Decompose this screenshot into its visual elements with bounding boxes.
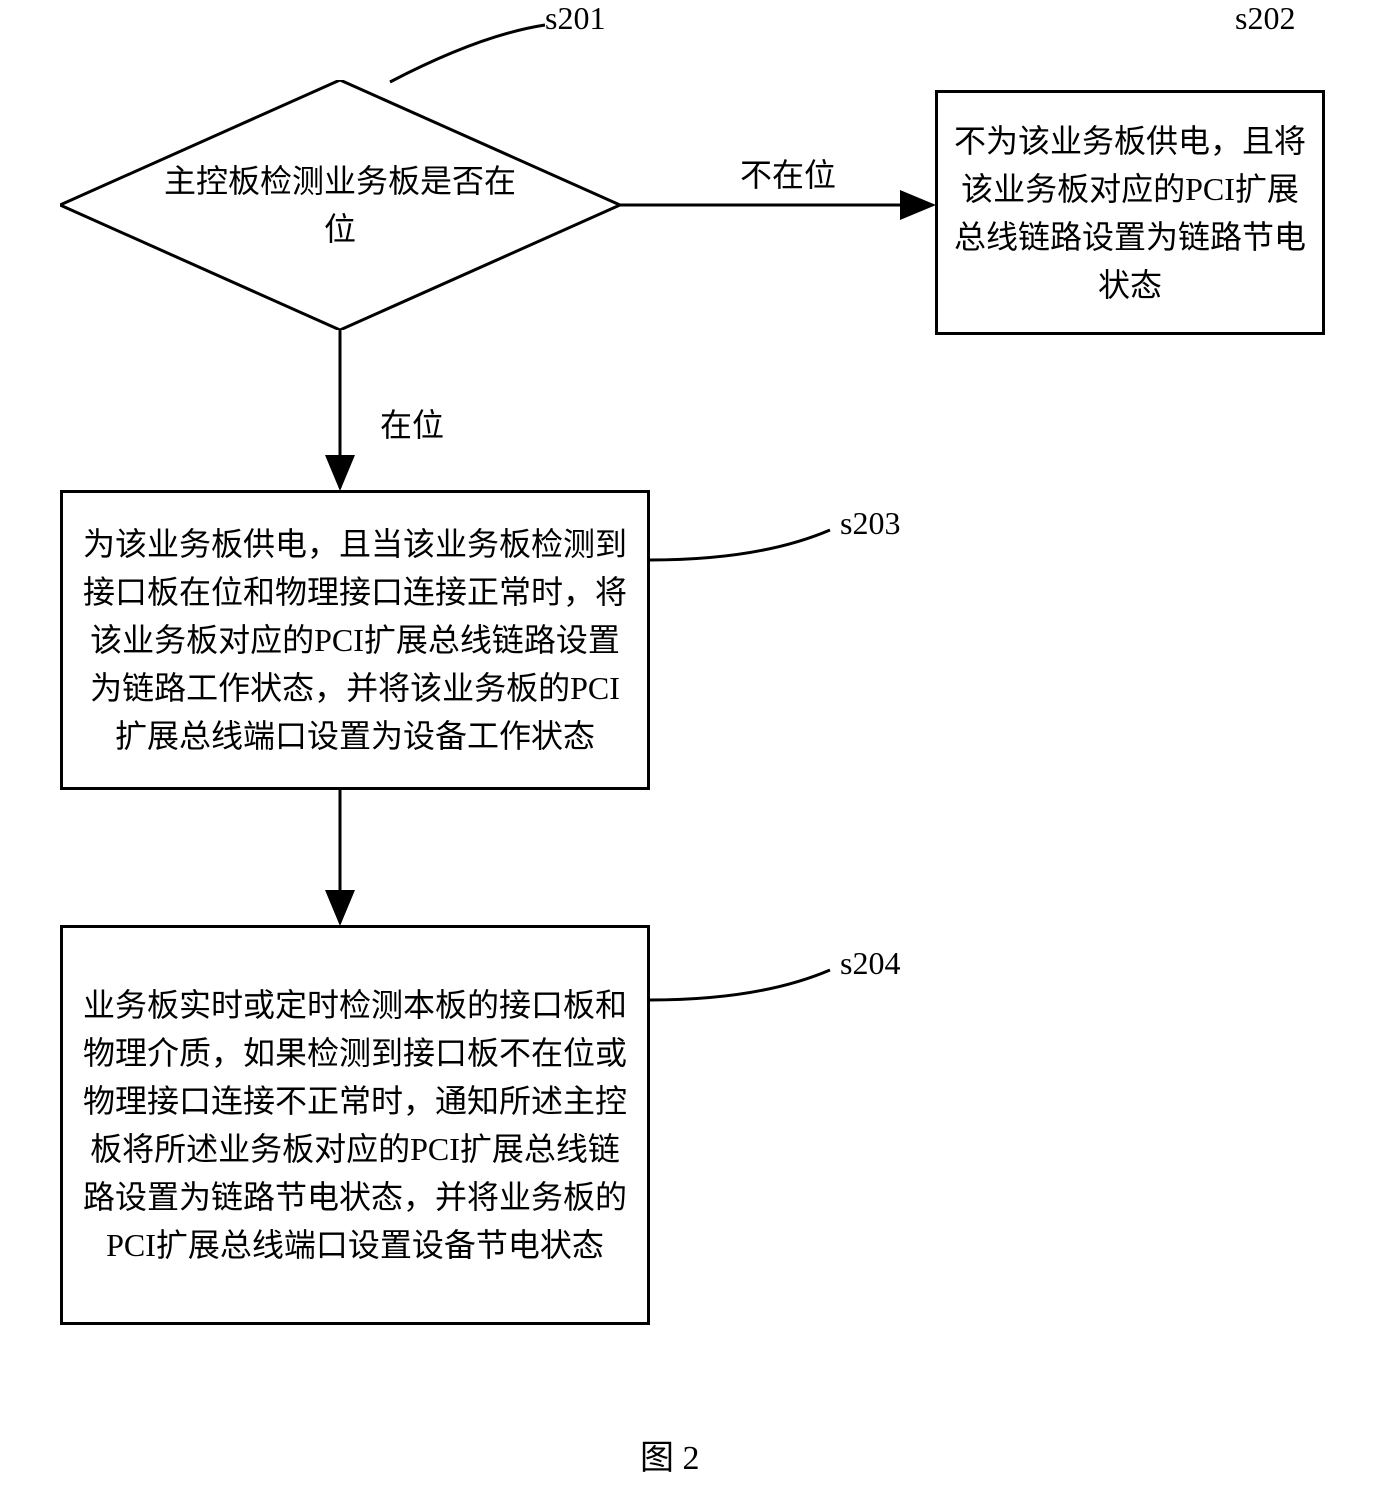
decision-node: 主控板检测业务板是否在 位 xyxy=(60,80,620,330)
label-s204: s204 xyxy=(840,945,900,982)
decision-text: 主控板检测业务板是否在 位 xyxy=(60,157,620,253)
figure-caption: 图 2 xyxy=(640,1430,700,1479)
edge-label-not-present: 不在位 xyxy=(740,150,836,196)
box-s202-text: 不为该业务板供电，且将该业务板对应的PCI扩展总线链路设置为链路节电状态 xyxy=(954,117,1306,309)
box-s204-text: 业务板实时或定时检测本板的接口板和物理介质，如果检测到接口板不在位或物理接口连接… xyxy=(79,981,631,1269)
box-s203-text: 为该业务板供电，且当该业务板检测到接口板在位和物理接口连接正常时，将该业务板对应… xyxy=(79,520,631,760)
label-s203: s203 xyxy=(840,505,900,542)
decision-text-line2: 位 xyxy=(324,211,356,247)
flowchart-canvas: s201 s202 s203 s204 主控板检测业务板是否在 位 不为该业务板… xyxy=(0,0,1380,1500)
label-s201: s201 xyxy=(545,0,605,37)
decision-text-line1: 主控板检测业务板是否在 xyxy=(164,163,516,199)
label-s202: s202 xyxy=(1235,0,1295,37)
box-s203: 为该业务板供电，且当该业务板检测到接口板在位和物理接口连接正常时，将该业务板对应… xyxy=(60,490,650,790)
edge-label-present: 在位 xyxy=(380,400,444,446)
box-s202: 不为该业务板供电，且将该业务板对应的PCI扩展总线链路设置为链路节电状态 xyxy=(935,90,1325,335)
box-s204: 业务板实时或定时检测本板的接口板和物理介质，如果检测到接口板不在位或物理接口连接… xyxy=(60,925,650,1325)
